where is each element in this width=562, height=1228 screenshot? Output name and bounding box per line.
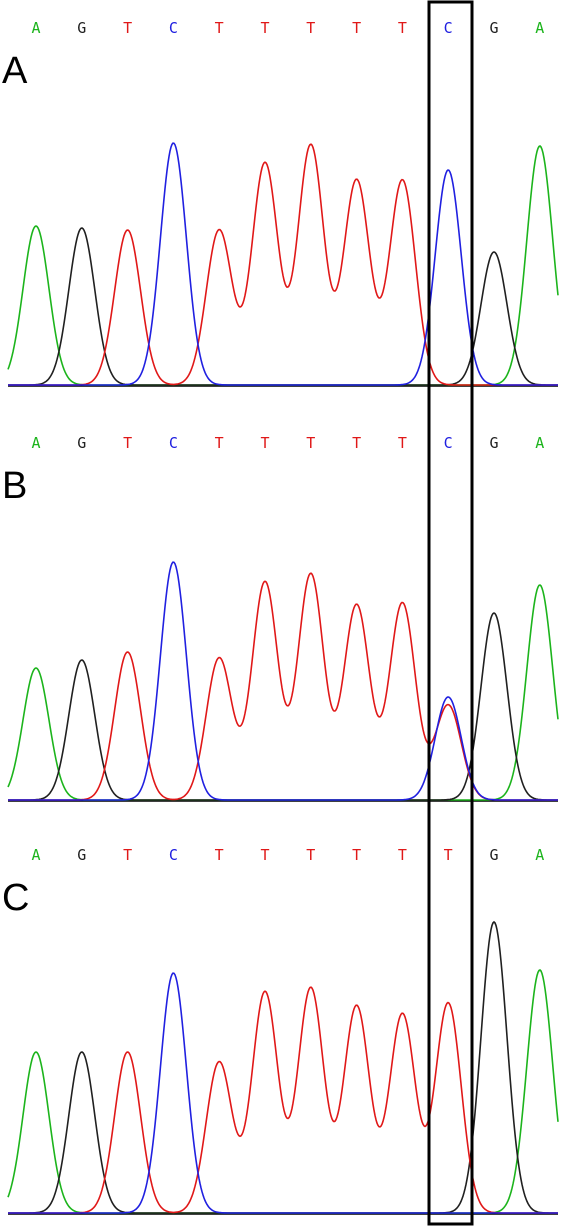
base-call: T: [444, 846, 453, 864]
base-call: C: [444, 434, 453, 452]
trace: [8, 972, 558, 1214]
trace: [8, 612, 558, 801]
trace: [7, 969, 559, 1214]
panel-label: B: [2, 465, 27, 507]
trace: [8, 986, 558, 1214]
base-call: T: [123, 19, 132, 37]
panel-label: C: [2, 877, 29, 919]
base-call: C: [169, 434, 178, 452]
base-call: C: [444, 19, 453, 37]
base-call: T: [215, 19, 224, 37]
base-call: A: [31, 846, 40, 864]
base-call: C: [169, 846, 178, 864]
base-call: T: [306, 846, 315, 864]
trace: [8, 143, 558, 386]
base-call: A: [31, 434, 40, 452]
base-call: G: [489, 19, 498, 37]
base-call: T: [123, 846, 132, 864]
base-call: G: [77, 19, 86, 37]
base-call: G: [77, 434, 86, 452]
panel-label: A: [2, 50, 28, 92]
base-call: T: [260, 19, 269, 37]
base-call: G: [489, 434, 498, 452]
base-call: T: [398, 19, 407, 37]
trace: [7, 145, 559, 386]
trace: [8, 920, 558, 1214]
trace: [8, 142, 558, 386]
base-call: A: [535, 19, 544, 37]
base-call: T: [352, 434, 361, 452]
base-call: T: [306, 19, 315, 37]
base-call: C: [169, 19, 178, 37]
base-call: G: [489, 846, 498, 864]
base-call: A: [535, 846, 544, 864]
base-call: T: [352, 19, 361, 37]
base-call: T: [398, 846, 407, 864]
base-call: G: [77, 846, 86, 864]
base-call: T: [352, 846, 361, 864]
base-call: T: [398, 434, 407, 452]
base-call: T: [215, 434, 224, 452]
base-call: T: [260, 846, 269, 864]
base-call: A: [535, 434, 544, 452]
base-call: T: [215, 846, 224, 864]
base-call: A: [31, 19, 40, 37]
base-call: T: [260, 434, 269, 452]
base-call: T: [123, 434, 132, 452]
trace: [8, 561, 558, 801]
base-call: T: [306, 434, 315, 452]
highlight-box: [427, 0, 474, 1226]
